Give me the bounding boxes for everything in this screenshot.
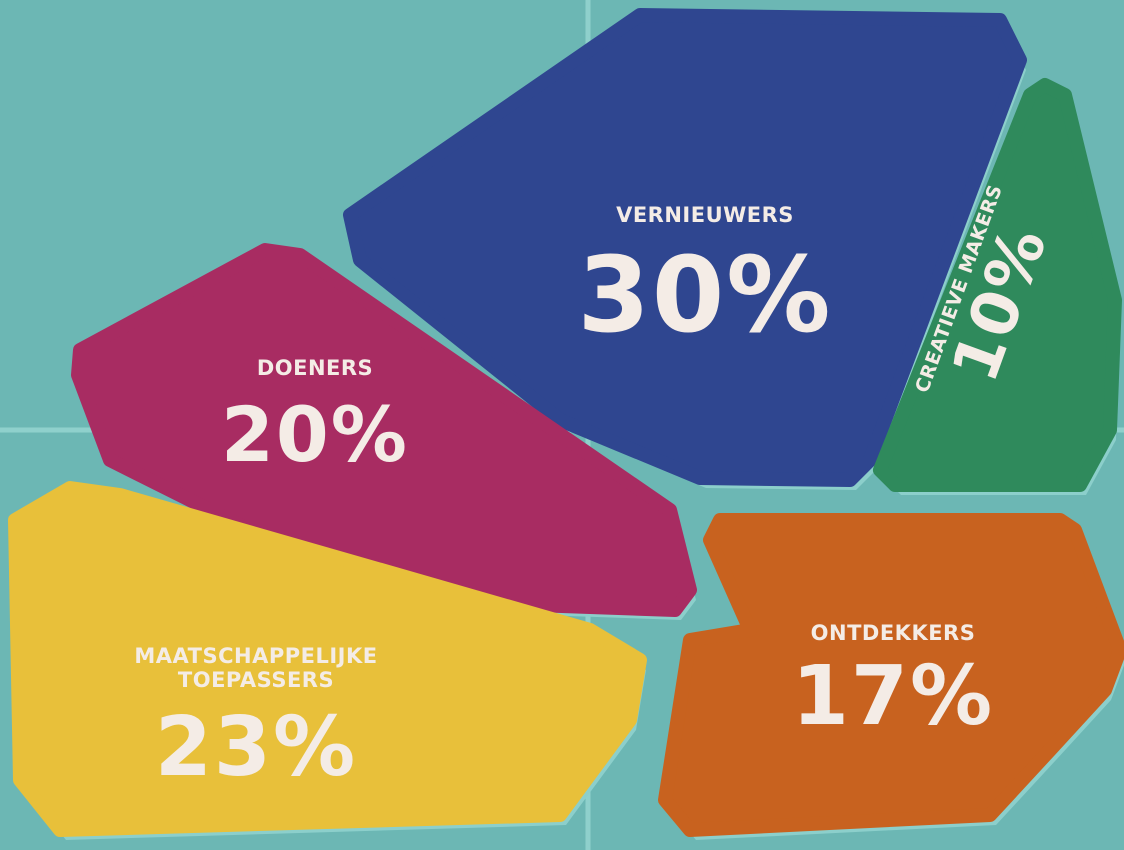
segment: [343, 8, 1027, 487]
category-label: DOENERS: [256, 355, 374, 380]
category-label: MAATSCHAPPELIJKE TOEPASSERS: [134, 643, 378, 692]
segment: [873, 78, 1122, 492]
category-label: ONTDEKKERS: [810, 620, 976, 645]
value-label: 23%: [154, 700, 358, 795]
segment: [8, 481, 647, 837]
value-label: 20%: [221, 390, 409, 479]
value-label: 17%: [791, 649, 995, 744]
value-label: 30%: [577, 234, 833, 356]
category-label: VERNIEUWERS: [616, 202, 794, 227]
segment: [658, 513, 1124, 837]
